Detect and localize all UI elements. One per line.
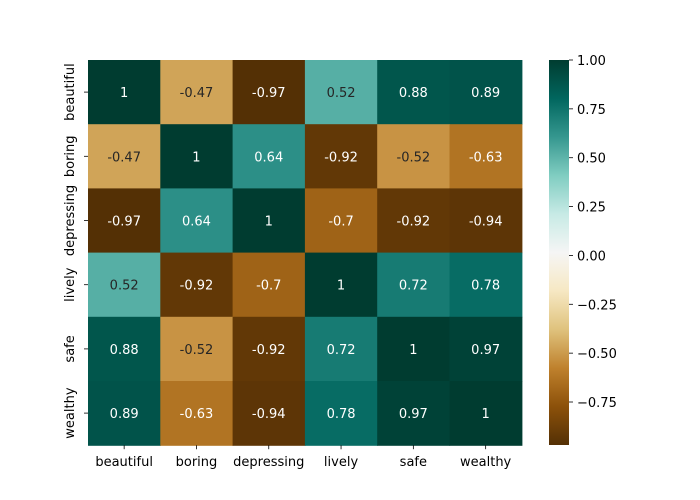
y-axis: beautiful boring depressing lively safe wealt…: [63, 63, 88, 439]
y-tick-label: safe: [63, 335, 78, 362]
heatmap-cell: [304, 252, 378, 318]
heatmap-cell: [160, 60, 234, 125]
heatmap-cell: [304, 124, 378, 189]
heatmap-cell: [449, 252, 523, 318]
cell-value-label: 0.88: [399, 86, 428, 101]
heatmap-cell: [232, 252, 306, 318]
cell-value-label: -0.97: [252, 86, 286, 101]
cell-value-label: 1: [409, 343, 417, 358]
x-tick-label: wealthy: [460, 455, 512, 470]
colorbar-tick-label: 0.75: [577, 103, 606, 118]
cell-value-label: -0.63: [469, 150, 503, 165]
colorbar-tick-label: 0.25: [577, 201, 606, 216]
cell-value-label: 1: [265, 215, 273, 230]
cell-value-label: -0.47: [107, 150, 141, 165]
cell-value-label: 0.72: [327, 343, 356, 358]
cell-value-label: 1: [482, 407, 490, 422]
cell-value-label: 0.52: [327, 86, 356, 101]
cell-value-label: 0.89: [471, 86, 500, 101]
cell-value-label: -0.92: [397, 215, 431, 230]
y-tick-label: boring: [63, 135, 78, 177]
heatmap-cell: [160, 252, 234, 318]
heatmap-cell: [449, 381, 523, 446]
cell-value-label: 0.78: [327, 407, 356, 422]
heatmap-cell: [160, 381, 234, 446]
colorbar: [549, 60, 569, 445]
x-tick-label: depressing: [233, 455, 304, 470]
heatmap-cell: [160, 188, 234, 254]
colorbar-tick-label: −0.25: [577, 298, 617, 313]
cell-value-label: 0.72: [399, 279, 428, 294]
cell-value-label: -0.92: [252, 343, 286, 358]
cell-value-label: 0.97: [399, 407, 428, 422]
colorbar-tick-label: −0.50: [577, 347, 617, 362]
cell-value-label: 0.78: [471, 279, 500, 294]
heatmap-cell: [449, 124, 523, 189]
colorbar-axis: 1.00 0.75 0.50 0.25 0.00 −0.25 −0.50 −0.75: [569, 54, 617, 411]
y-tick-label: wealthy: [63, 387, 78, 439]
cell-value-label: -0.7: [256, 279, 281, 294]
heatmap-cell: [377, 60, 451, 125]
heatmap-cell: [232, 381, 306, 446]
cell-value-label: 1: [337, 279, 345, 294]
heatmap-cell: [232, 124, 306, 189]
colorbar-tick-label: 1.00: [577, 54, 606, 69]
heatmap-cell: [304, 316, 378, 382]
cell-value-label: -0.92: [324, 150, 358, 165]
heatmap-cell: [160, 316, 234, 382]
colorbar-tick-label: 0.00: [577, 249, 606, 264]
cell-value-label: -0.52: [397, 150, 431, 165]
heatmap-cell: [377, 124, 451, 189]
cell-value-label: 0.64: [254, 150, 283, 165]
cell-value-label: -0.52: [180, 343, 214, 358]
x-tick-label: beautiful: [95, 455, 153, 470]
cell-value-label: 0.64: [182, 215, 211, 230]
heatmap-cell: [377, 381, 451, 446]
y-tick-label: depressing: [63, 185, 78, 256]
heatmap-cell: [88, 60, 161, 125]
heatmap-cell: [232, 316, 306, 382]
heatmap-cell: [304, 60, 378, 125]
heatmap-cell: [377, 316, 451, 382]
cell-value-label: -0.94: [469, 215, 503, 230]
cell-value-label: 0.97: [471, 343, 500, 358]
cell-value-label: 1: [192, 150, 200, 165]
colorbar-tick-label: −0.75: [577, 396, 617, 411]
cell-value-label: 0.88: [110, 343, 139, 358]
cell-value-label: -0.97: [107, 215, 141, 230]
heatmap-cell: [304, 381, 378, 446]
x-tick-label: lively: [324, 455, 359, 470]
colorbar-tick-label: 0.50: [577, 152, 606, 167]
heatmap-cells: 1 -0.47 -0.97 0.52 0.88 0.89 -0.47 1 0.64 -0.92 -0…: [88, 60, 523, 446]
cell-value-label: -0.7: [328, 215, 353, 230]
y-tick-label: lively: [63, 267, 78, 302]
heatmap-cell: [377, 252, 451, 318]
cell-value-label: -0.92: [180, 279, 214, 294]
x-tick-label: safe: [400, 455, 427, 470]
x-axis: beautiful boring depressing lively safe wealt…: [95, 445, 512, 470]
cell-value-label: -0.94: [252, 407, 286, 422]
heatmap-cell: [232, 188, 306, 254]
heatmap-cell: [449, 60, 523, 125]
heatmap-cell: [232, 60, 306, 125]
cell-value-label: -0.63: [180, 407, 214, 422]
heatmap-cell: [160, 124, 234, 189]
heatmap-cell: [88, 316, 161, 382]
heatmap-cell: [88, 124, 161, 189]
heatmap-cell: [88, 188, 161, 254]
heatmap-cell: [449, 188, 523, 254]
y-tick-label: beautiful: [63, 63, 78, 121]
heatmap-cell: [88, 252, 161, 318]
cell-value-label: 0.89: [110, 407, 139, 422]
cell-value-label: 1: [120, 86, 128, 101]
heatmap-cell: [88, 381, 161, 446]
cell-value-label: -0.47: [180, 86, 214, 101]
heatmap-cell: [377, 188, 451, 254]
cell-value-label: 0.52: [110, 279, 139, 294]
heatmap-cell: [449, 316, 523, 382]
heatmap-cell: [304, 188, 378, 254]
x-tick-label: boring: [176, 455, 218, 470]
